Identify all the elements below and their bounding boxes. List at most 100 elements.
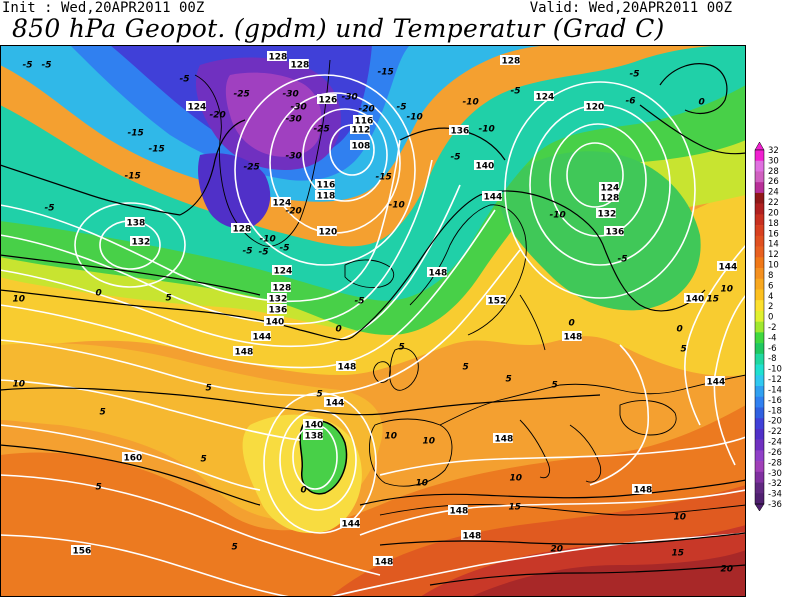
geopotential-label: 128 (291, 61, 310, 71)
temperature-label: -5 (45, 204, 55, 214)
temperature-labels: -5 -5-5-25 -30 -30-30-20 -30-20-25-15-15-30-… (13, 61, 734, 575)
legend-tick-label: -16 (768, 396, 782, 406)
legend-tick-label: 28 (768, 167, 779, 177)
temperature-label: -15 (376, 173, 392, 183)
temperature-label: -15 (125, 172, 141, 182)
temperature-label: 5 (206, 384, 212, 394)
geopotential-label-bg (267, 51, 287, 61)
geopotential-label: 128 (502, 57, 521, 67)
temperature-label: 10 (510, 474, 523, 484)
legend-tick-label: -32 (768, 479, 782, 489)
geopotential-label-bg (340, 518, 360, 528)
geopotential-label-bg (500, 55, 520, 65)
geopotential-label: 148 (429, 269, 448, 279)
geopotential-label: 148 (450, 507, 469, 517)
geopotential-label-bg (486, 295, 506, 305)
geopotential-label-bg (449, 125, 469, 135)
legend-swatch (755, 396, 764, 408)
geopotential-label: 148 (375, 558, 394, 568)
geopotential-label-bg (303, 430, 323, 440)
geopotential-label: 148 (495, 435, 514, 445)
legend-tick-label: 2 (768, 302, 773, 312)
geopotential-label: 124 (188, 103, 207, 113)
warm-zone-darkred (470, 550, 746, 597)
isotherms (0, 63, 746, 586)
geopotential-label: 140 (305, 421, 324, 431)
geopotential-label-bg (130, 236, 150, 246)
temperature-label: 5 (232, 543, 238, 553)
temperature-label: -5 (280, 244, 290, 254)
geopotential-label-bg (317, 94, 337, 104)
geopotential-label-bg (317, 226, 337, 236)
legend-swatch (755, 428, 764, 440)
geopotential-label: 132 (132, 238, 151, 248)
color-legend: 32302826242220181614121086420-2-4-6-8-10… (754, 142, 782, 512)
legend-swatch (755, 192, 764, 204)
legend-tick-label: -2 (768, 323, 776, 333)
geopotential-label-bg (350, 140, 370, 150)
geopotential-label: 116 (317, 181, 336, 191)
legend-tick-label: 22 (768, 198, 779, 208)
geopotential-label-bg (350, 124, 370, 134)
geopotential-label-bg (122, 452, 142, 462)
legend-tick-label: 16 (768, 229, 779, 239)
temperature-label: -5 (243, 247, 253, 257)
legend-tick-label: -34 (768, 490, 782, 500)
temperature-label: 10 (416, 479, 429, 489)
temperature-label: -5 (397, 103, 407, 113)
geopotential-label: 140 (266, 318, 285, 328)
geopotential-label: 136 (269, 306, 288, 316)
geopotential-label-bg (584, 101, 604, 111)
legend-swatch (755, 235, 764, 247)
temperature-label: 5 (201, 455, 207, 465)
legend-swatches (754, 142, 765, 512)
legend-swatch (755, 300, 764, 312)
geopotential-label: 152 (488, 297, 507, 307)
legend-swatch (755, 439, 764, 451)
geopotential-label-bg (336, 361, 356, 371)
geopotential-label-bg (353, 115, 373, 125)
geopotential-label: 144 (326, 399, 345, 409)
legend-swatch (755, 203, 764, 215)
geopotential-label: 116 (355, 117, 374, 127)
temperature-label: 0 (301, 486, 307, 496)
legend-tick-label: -22 (768, 427, 782, 437)
temperature-label: -25 (314, 125, 330, 135)
legend-tick-label: -18 (768, 406, 782, 416)
legend-tick-label: 0 (768, 313, 773, 323)
legend-swatch (755, 471, 764, 483)
temperature-label: 10 (721, 285, 734, 295)
temperature-label: -20 (210, 111, 226, 121)
temperature-label: 10 (674, 513, 687, 523)
greenland-cold (198, 153, 271, 229)
temperature-label: -30 (291, 103, 307, 113)
geopotential-label-bg (324, 397, 344, 407)
legend-tick-label: -28 (768, 458, 782, 468)
legend-swatch (755, 171, 764, 183)
geopotential-label-bg (71, 545, 91, 555)
temperature-label: 5 (317, 390, 323, 400)
temperature-label: -10 (260, 235, 276, 245)
legend-tick-label: -4 (768, 333, 776, 343)
temperature-label: 5 (552, 381, 558, 391)
geopotential-label: 112 (352, 126, 371, 136)
geopotential-label: 128 (273, 284, 292, 294)
legend-arrow-bottom (754, 503, 765, 512)
temperature-label: 5 (166, 294, 172, 304)
legend-tick-label: -20 (768, 417, 782, 427)
geopotential-label: 144 (719, 263, 738, 273)
legend-tick-label: 32 (768, 146, 779, 156)
geopotential-label: 120 (319, 228, 338, 238)
geopotential-label: 138 (127, 219, 146, 229)
teal-zone (0, 45, 746, 301)
geopotential-label-bg (461, 530, 481, 540)
legend-tick-label: -6 (768, 344, 776, 354)
temperature-label: 0 (336, 325, 342, 335)
geopotential-label-bg (632, 484, 652, 494)
geopotential-label: 128 (233, 225, 252, 235)
temperature-label: -30 (286, 152, 302, 162)
legend-tick-label: -12 (768, 375, 782, 385)
